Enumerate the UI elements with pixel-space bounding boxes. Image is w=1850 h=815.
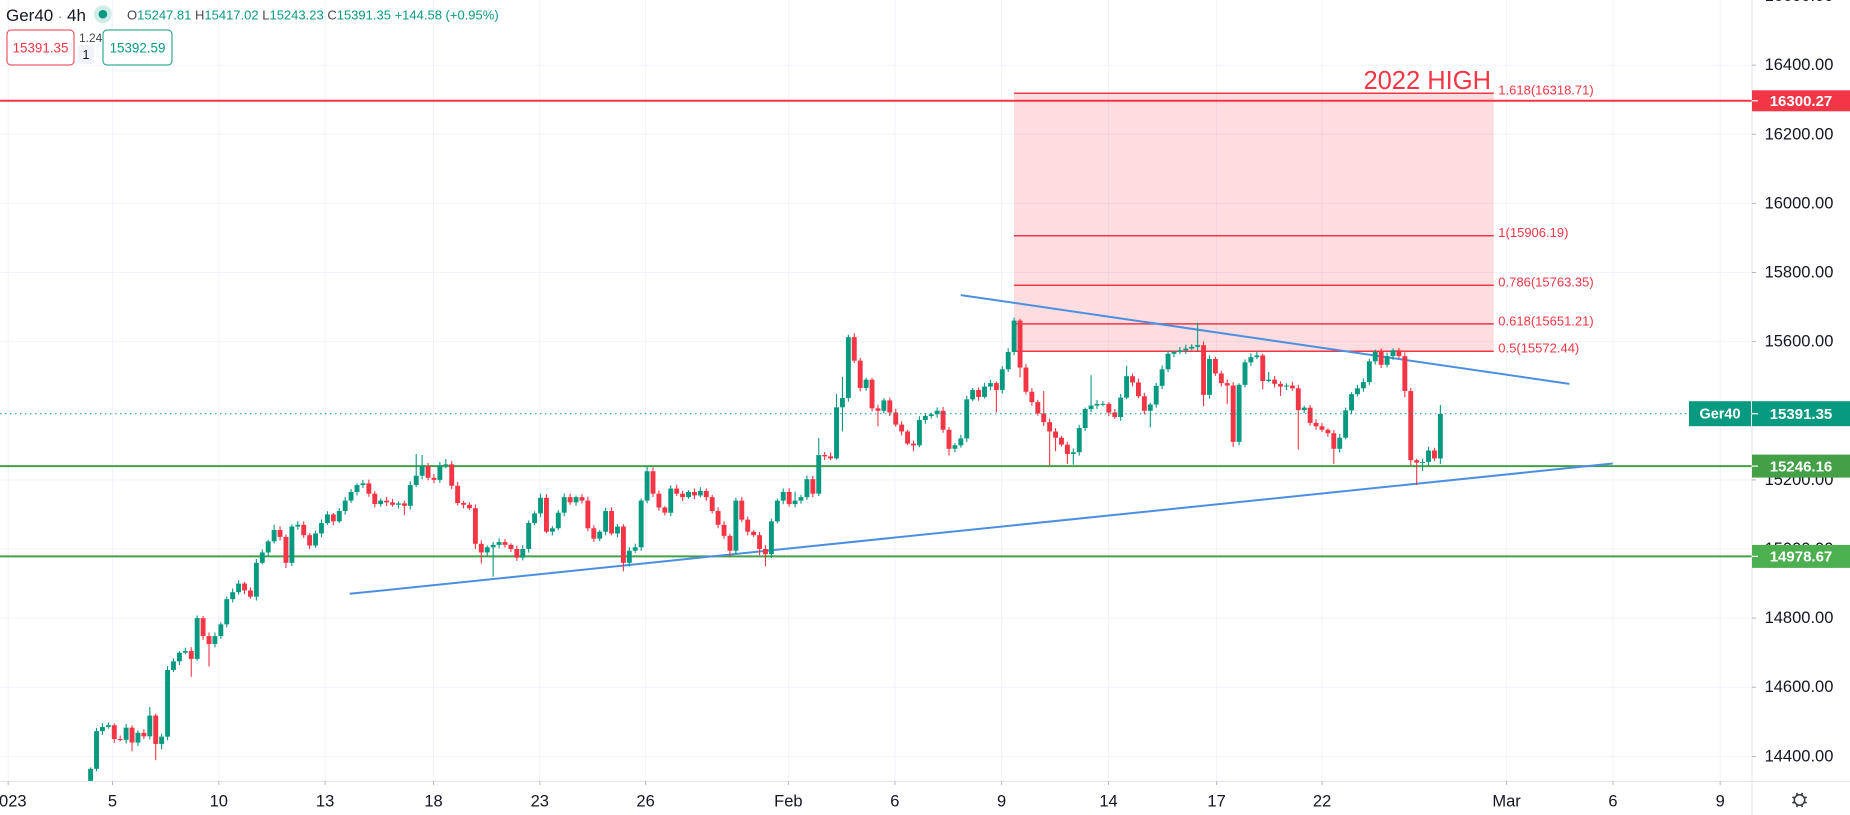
svg-text:O15247.81 H15417.02 L15243.23: O15247.81 H15417.02 L15243.23 C15391.35 …	[127, 8, 499, 23]
svg-text:15800.00: 15800.00	[1765, 264, 1834, 282]
svg-text:15600.00: 15600.00	[1765, 333, 1834, 351]
svg-text:15391.35: 15391.35	[1770, 406, 1833, 423]
svg-text:Mar: Mar	[1492, 792, 1521, 810]
svg-text:6: 6	[890, 792, 899, 810]
svg-text:23: 23	[531, 792, 549, 810]
svg-text:16200.00: 16200.00	[1765, 125, 1834, 143]
svg-text:Ger40: Ger40	[1699, 407, 1740, 423]
svg-text:15392.59: 15392.59	[110, 41, 166, 56]
svg-text:1.24: 1.24	[79, 31, 103, 45]
svg-text:Ger40 · 4h: Ger40 · 4h	[6, 6, 86, 25]
svg-text:22: 22	[1313, 792, 1331, 810]
svg-text:14: 14	[1099, 792, 1117, 810]
svg-text:10: 10	[210, 792, 228, 810]
svg-text:0.786(15763.35): 0.786(15763.35)	[1498, 275, 1593, 290]
svg-text:2022 HIGH: 2022 HIGH	[1363, 67, 1491, 95]
svg-text:18: 18	[424, 792, 442, 810]
svg-text:6: 6	[1608, 792, 1617, 810]
svg-text:1: 1	[83, 48, 90, 62]
svg-text:9: 9	[1716, 792, 1725, 810]
svg-text:14800.00: 14800.00	[1765, 609, 1834, 627]
svg-text:16600.00: 16600.00	[1765, 0, 1834, 5]
svg-text:Feb: Feb	[774, 792, 802, 810]
svg-text:1(15906.19): 1(15906.19)	[1498, 225, 1568, 240]
svg-text:9: 9	[997, 792, 1006, 810]
svg-text:1.618(16318.71): 1.618(16318.71)	[1498, 83, 1593, 98]
svg-text:2023: 2023	[0, 792, 27, 810]
svg-text:26: 26	[636, 792, 654, 810]
svg-text:16000.00: 16000.00	[1765, 194, 1834, 212]
svg-text:0.618(15651.21): 0.618(15651.21)	[1498, 313, 1593, 328]
svg-text:16400.00: 16400.00	[1765, 56, 1834, 74]
svg-text:15391.35: 15391.35	[13, 41, 69, 56]
svg-text:16300.27: 16300.27	[1770, 93, 1833, 110]
svg-text:15246.16: 15246.16	[1770, 458, 1833, 475]
svg-text:5: 5	[108, 792, 117, 810]
svg-text:14978.67: 14978.67	[1770, 549, 1833, 566]
svg-text:14400.00: 14400.00	[1765, 747, 1834, 765]
svg-text:13: 13	[316, 792, 334, 810]
svg-text:14600.00: 14600.00	[1765, 678, 1834, 696]
svg-text:0.5(15572.44): 0.5(15572.44)	[1498, 341, 1579, 356]
svg-text:17: 17	[1207, 792, 1225, 810]
